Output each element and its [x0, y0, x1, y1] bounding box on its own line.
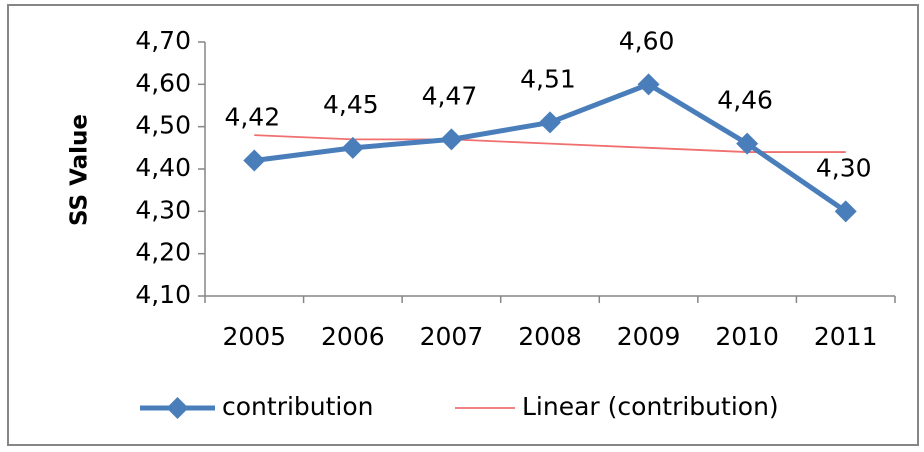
chart-border: [7, 4, 919, 446]
data-label: 4,30: [816, 153, 872, 182]
y-tick-label: 4,70: [135, 26, 191, 55]
data-label: 4,60: [619, 26, 675, 55]
legend-label: contribution: [222, 392, 374, 421]
data-label: 4,46: [717, 86, 773, 115]
y-tick-label: 4,40: [135, 153, 191, 182]
y-tick-label: 4,10: [135, 280, 191, 309]
x-tick-label: 2008: [518, 322, 582, 351]
x-tick-label: 2006: [321, 322, 385, 351]
x-tick-label: 2007: [420, 322, 484, 351]
data-label: 4,42: [224, 103, 280, 132]
data-label: 4,47: [422, 81, 478, 110]
marker: [539, 111, 561, 134]
marker: [834, 200, 857, 223]
y-tick-label: 4,20: [135, 238, 191, 267]
marker: [440, 128, 463, 151]
data-label: 4,45: [323, 90, 379, 119]
marker: [341, 136, 364, 159]
legend-marker: [166, 397, 189, 419]
marker: [736, 132, 759, 155]
x-tick-label: 2009: [617, 322, 681, 351]
y-tick-label: 4,30: [135, 195, 191, 224]
y-tick-label: 4,50: [135, 111, 191, 140]
legend-label: Linear (contribution): [522, 392, 779, 421]
marker: [243, 149, 266, 172]
x-tick-label: 2010: [715, 322, 779, 351]
x-tick-label: 2005: [222, 322, 286, 351]
y-axis-title: SS Value: [67, 114, 93, 226]
y-tick-label: 4,60: [135, 68, 191, 97]
data-label: 4,51: [520, 64, 576, 93]
marker: [637, 73, 660, 96]
x-tick-label: 2011: [814, 322, 878, 351]
